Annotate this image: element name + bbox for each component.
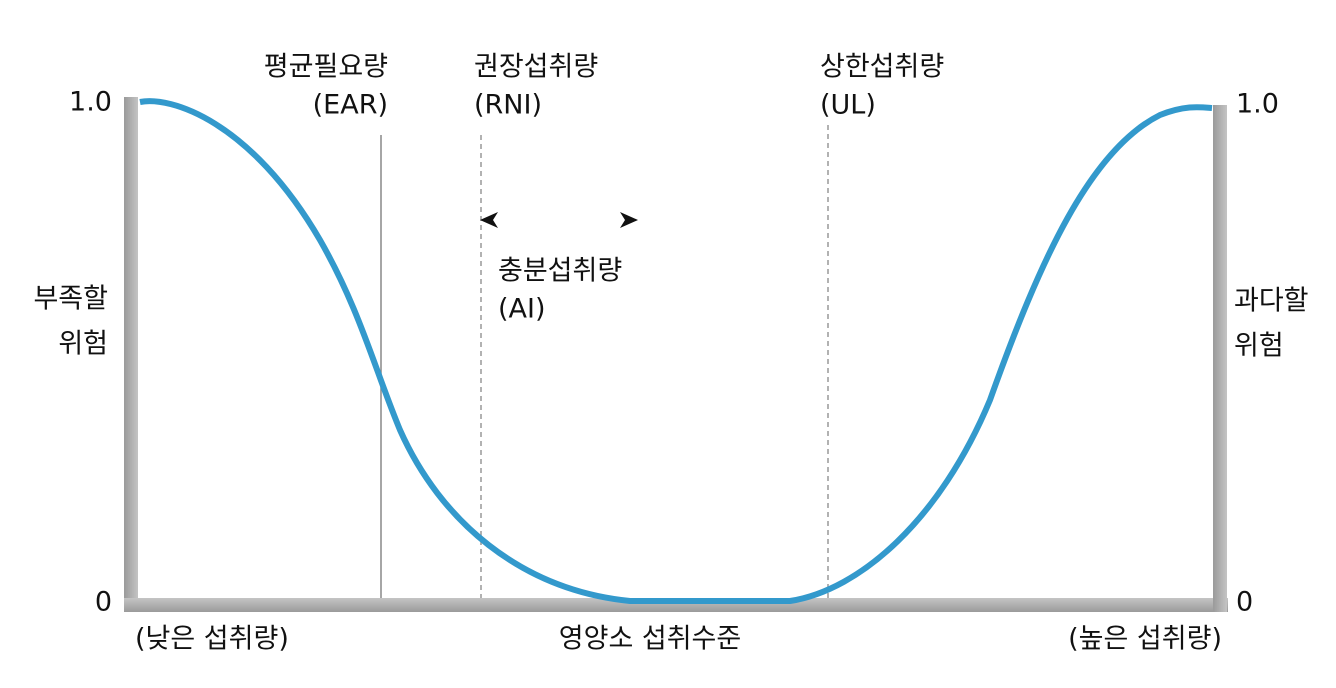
marker-name: 상한섭취량 xyxy=(820,52,944,83)
marker-name: 평균필요량 xyxy=(264,52,388,83)
axis-title: 영양소 섭취수준 xyxy=(559,624,741,655)
arrow-left xyxy=(480,212,498,228)
marker-abbr: (UL) xyxy=(820,90,876,121)
range-abbr: (AI) xyxy=(498,294,546,325)
range-name: 충분섭취량 xyxy=(498,256,622,287)
marker-abbr: (RNI) xyxy=(474,90,542,121)
tick-label: 0 xyxy=(95,587,112,618)
axis-label: 위험 xyxy=(1234,331,1284,362)
marker-abbr: (EAR) xyxy=(313,90,388,121)
axis-label: (높은 섭취량) xyxy=(1068,624,1222,655)
tick-label: 1.0 xyxy=(69,87,112,118)
left-axis-bar xyxy=(124,97,138,612)
axis-label: 위험 xyxy=(58,329,108,360)
tick-label: 0 xyxy=(1236,587,1253,618)
risk-curve xyxy=(139,98,1213,604)
tick-label: 1.0 xyxy=(1236,89,1279,120)
axis-label: 과다할 xyxy=(1234,286,1309,317)
axis-label: 부족할 xyxy=(33,284,108,315)
right-axis-bar xyxy=(1213,105,1227,612)
arrow-right xyxy=(620,212,638,228)
axis-label: (낮은 섭취량) xyxy=(135,624,289,655)
marker-name: 권장섭취량 xyxy=(474,52,598,83)
bottom-axis-bar xyxy=(124,598,1228,612)
